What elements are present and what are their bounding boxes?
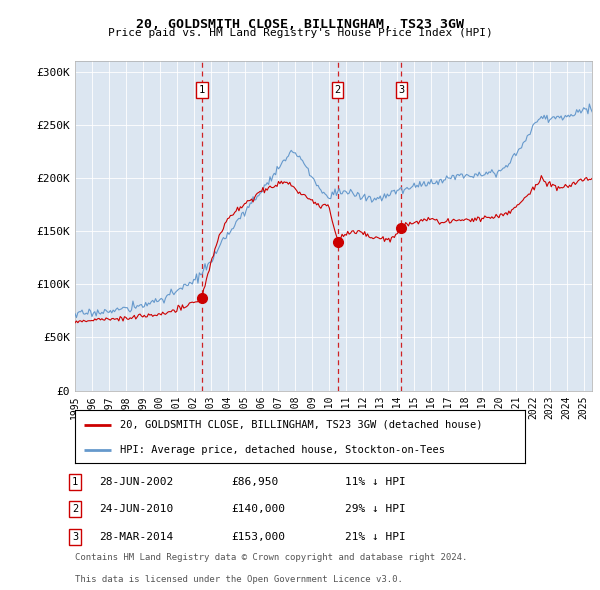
Text: 29% ↓ HPI: 29% ↓ HPI — [345, 504, 406, 514]
Text: 3: 3 — [72, 532, 78, 542]
Text: £153,000: £153,000 — [231, 532, 285, 542]
Text: 28-JUN-2002: 28-JUN-2002 — [99, 477, 173, 487]
Text: 20, GOLDSMITH CLOSE, BILLINGHAM, TS23 3GW (detached house): 20, GOLDSMITH CLOSE, BILLINGHAM, TS23 3G… — [120, 420, 482, 430]
Text: HPI: Average price, detached house, Stockton-on-Tees: HPI: Average price, detached house, Stoc… — [120, 445, 445, 455]
Text: 11% ↓ HPI: 11% ↓ HPI — [345, 477, 406, 487]
Text: 2: 2 — [334, 85, 341, 95]
Text: 20, GOLDSMITH CLOSE, BILLINGHAM, TS23 3GW: 20, GOLDSMITH CLOSE, BILLINGHAM, TS23 3G… — [136, 18, 464, 31]
Text: 1: 1 — [199, 85, 205, 95]
Text: 1: 1 — [72, 477, 78, 487]
Text: £140,000: £140,000 — [231, 504, 285, 514]
Text: 2: 2 — [72, 504, 78, 514]
Text: This data is licensed under the Open Government Licence v3.0.: This data is licensed under the Open Gov… — [75, 575, 403, 584]
Text: Contains HM Land Registry data © Crown copyright and database right 2024.: Contains HM Land Registry data © Crown c… — [75, 553, 467, 562]
Text: Price paid vs. HM Land Registry's House Price Index (HPI): Price paid vs. HM Land Registry's House … — [107, 28, 493, 38]
Text: 28-MAR-2014: 28-MAR-2014 — [99, 532, 173, 542]
Text: £86,950: £86,950 — [231, 477, 278, 487]
Text: 24-JUN-2010: 24-JUN-2010 — [99, 504, 173, 514]
Text: 21% ↓ HPI: 21% ↓ HPI — [345, 532, 406, 542]
Text: 3: 3 — [398, 85, 404, 95]
